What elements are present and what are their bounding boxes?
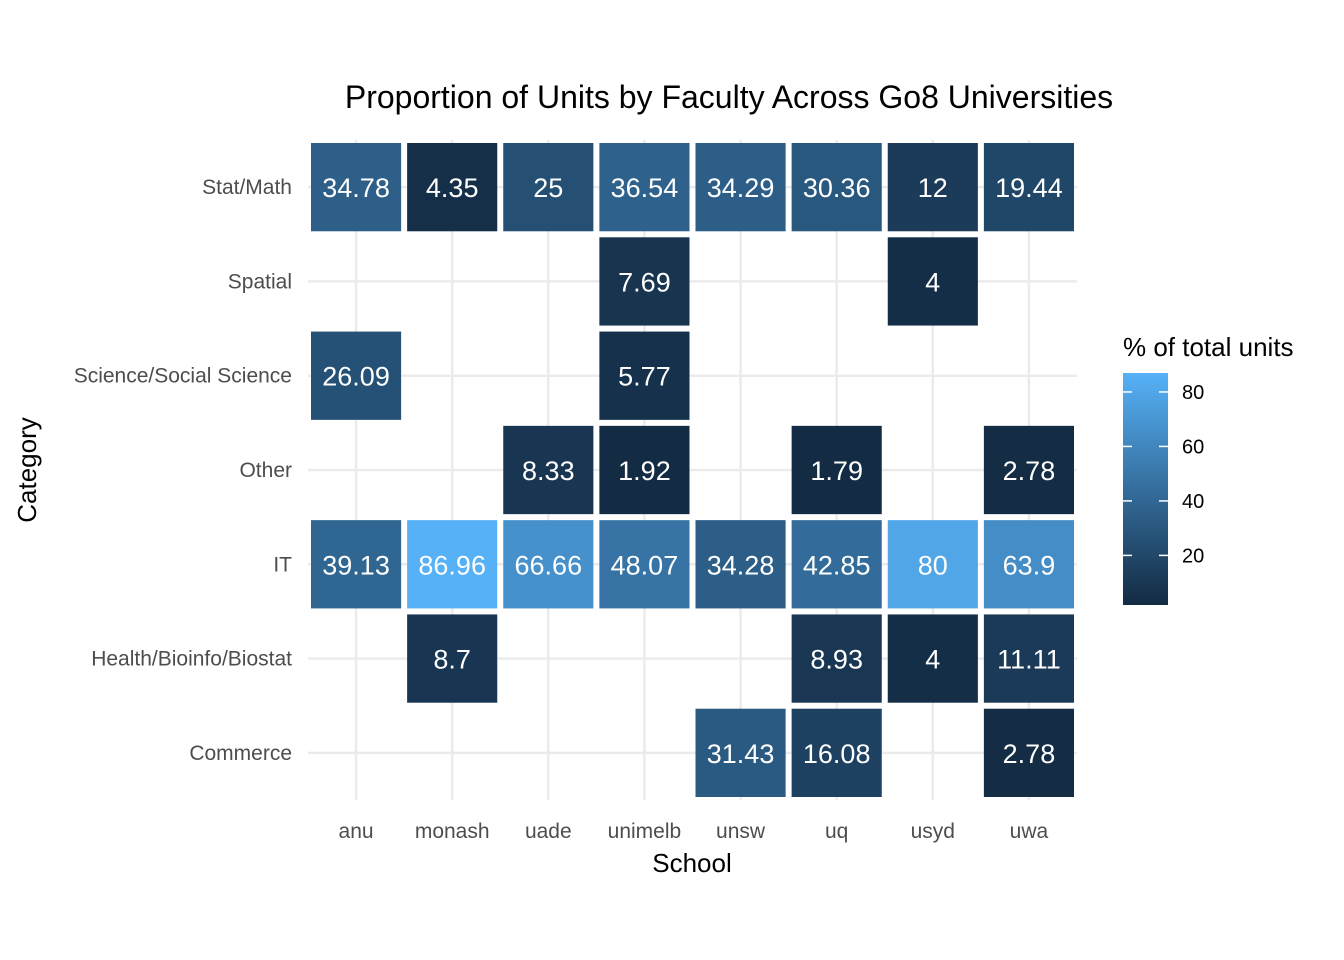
cell-label-uq-stat-math: 30.36 <box>803 173 871 203</box>
y-tick-label: Stat/Math <box>202 176 292 199</box>
cell-usyd-spatial <box>887 237 978 326</box>
cell-unimelb-spatial <box>599 237 690 326</box>
x-tick-label: unsw <box>716 820 766 843</box>
cell-unimelb-it <box>599 520 690 609</box>
cell-unimelb-other <box>599 425 690 515</box>
cell-unsw-stat-math <box>695 143 786 232</box>
cell-unsw-it <box>695 520 786 609</box>
x-axis-title: School <box>652 848 732 878</box>
x-tick-label: unimelb <box>608 820 682 843</box>
y-tick-label: Other <box>239 459 292 482</box>
cell-usyd-it <box>887 520 978 609</box>
cell-label-uade-it: 66.66 <box>515 550 583 580</box>
cell-label-uwa-it: 63.9 <box>1003 550 1056 580</box>
cell-label-unsw-it: 34.28 <box>707 550 775 580</box>
cell-label-anu-science-social-science: 26.09 <box>322 362 390 392</box>
cell-label-uade-other: 8.33 <box>522 456 575 486</box>
x-tick-label: uwa <box>1010 820 1049 843</box>
cell-anu-stat-math <box>311 143 402 232</box>
cell-uq-commerce <box>791 708 882 797</box>
x-tick-label: monash <box>415 820 490 843</box>
cell-usyd-health-bioinfo-biostat <box>887 614 978 703</box>
cell-label-unimelb-it: 48.07 <box>611 550 679 580</box>
x-tick-label: usyd <box>911 820 955 843</box>
cell-uwa-it <box>983 520 1074 609</box>
cell-uwa-stat-math <box>983 143 1074 232</box>
cell-usyd-stat-math <box>887 143 978 232</box>
legend-tick-label: 60 <box>1182 436 1204 458</box>
cell-label-monash-stat-math: 4.35 <box>426 173 479 203</box>
cell-uwa-other <box>983 425 1074 515</box>
legend: % of total units 20 40 60 80 <box>1123 332 1294 605</box>
cell-unimelb-science-social-science <box>599 331 690 420</box>
cell-label-unimelb-other: 1.92 <box>618 456 671 486</box>
cell-uwa-commerce <box>983 708 1074 797</box>
cell-uq-stat-math <box>791 143 882 232</box>
cell-label-uq-other: 1.79 <box>810 456 863 486</box>
cell-label-usyd-health-bioinfo-biostat: 4 <box>925 645 940 675</box>
cell-label-uwa-stat-math: 19.44 <box>995 173 1063 203</box>
x-tick-label: anu <box>339 820 374 843</box>
heatmap-cells: 34.78 4.35 25 36.54 34.29 30.36 12 19.44 7.69 4 26… <box>311 143 1074 797</box>
cell-uade-stat-math <box>503 143 594 232</box>
x-tick-label: uq <box>825 820 848 843</box>
cell-uade-other <box>503 425 594 515</box>
cell-label-usyd-it: 80 <box>918 550 948 580</box>
cell-monash-stat-math <box>407 143 498 232</box>
cell-uq-it <box>791 520 882 609</box>
x-axis-tick-labels: anu monash uade unimelb unsw uq usyd uwa <box>339 820 1049 843</box>
cell-label-uq-health-bioinfo-biostat: 8.93 <box>810 645 863 675</box>
y-tick-label: Health/Bioinfo/Biostat <box>91 648 292 671</box>
y-tick-label: Science/Social Science <box>74 365 292 388</box>
cell-label-uwa-commerce: 2.78 <box>1003 739 1056 769</box>
legend-tick-label: 40 <box>1182 491 1204 513</box>
y-axis-title: Category <box>12 417 42 523</box>
cell-label-unsw-stat-math: 34.29 <box>707 173 775 203</box>
cell-label-uq-commerce: 16.08 <box>803 739 871 769</box>
cell-anu-it <box>311 520 402 609</box>
cell-monash-it <box>407 520 498 609</box>
cell-label-unimelb-spatial: 7.69 <box>618 267 671 297</box>
cell-unsw-commerce <box>695 708 786 797</box>
y-tick-label: Commerce <box>189 742 292 765</box>
cell-uq-other <box>791 425 882 515</box>
cell-label-usyd-spatial: 4 <box>925 267 940 297</box>
cell-label-uq-it: 42.85 <box>803 550 871 580</box>
legend-tick-label: 20 <box>1182 545 1204 567</box>
cell-label-usyd-stat-math: 12 <box>918 173 948 203</box>
cell-unimelb-stat-math <box>599 143 690 232</box>
cell-anu-science-social-science <box>311 331 402 420</box>
cell-label-unimelb-stat-math: 36.54 <box>611 173 679 203</box>
cell-label-unimelb-science-social-science: 5.77 <box>618 362 671 392</box>
cell-uade-it <box>503 520 594 609</box>
cell-label-uwa-health-bioinfo-biostat: 11.11 <box>997 645 1061 675</box>
cell-label-uwa-other: 2.78 <box>1003 456 1056 486</box>
legend-ticks: 20 40 60 80 <box>1123 382 1204 567</box>
legend-color-bar <box>1123 373 1168 605</box>
cell-label-monash-health-bioinfo-biostat: 8.7 <box>433 645 471 675</box>
cell-label-anu-it: 39.13 <box>322 550 390 580</box>
chart-title: Proportion of Units by Faculty Across Go… <box>345 79 1113 115</box>
cell-label-uade-stat-math: 25 <box>533 173 563 203</box>
y-axis-tick-labels: Commerce Health/Bioinfo/Biostat IT Other Sci… <box>74 176 292 765</box>
cell-label-unsw-commerce: 31.43 <box>707 739 775 769</box>
y-tick-label: IT <box>273 553 292 576</box>
cell-uwa-health-bioinfo-biostat <box>983 614 1074 703</box>
y-tick-label: Spatial <box>228 270 292 293</box>
cell-monash-health-bioinfo-biostat <box>407 614 498 703</box>
cell-uq-health-bioinfo-biostat <box>791 614 882 703</box>
cell-label-monash-it: 86.96 <box>418 550 486 580</box>
legend-title: % of total units <box>1123 332 1294 362</box>
legend-tick-label: 80 <box>1182 382 1204 404</box>
cell-label-anu-stat-math: 34.78 <box>322 173 390 203</box>
x-tick-label: uade <box>525 820 572 843</box>
